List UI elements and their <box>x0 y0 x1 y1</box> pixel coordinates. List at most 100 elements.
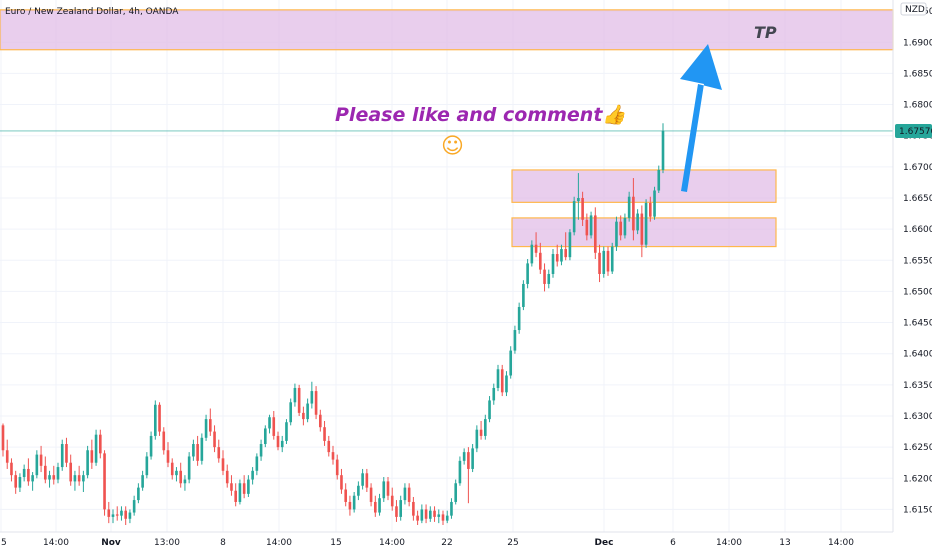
candle <box>314 386 318 420</box>
time-tick-label: 14:00 <box>828 538 854 548</box>
candle <box>73 470 77 491</box>
time-tick-label: 25 <box>507 538 518 548</box>
candle-body <box>179 470 183 484</box>
candle <box>132 495 136 516</box>
candle-body <box>149 435 153 457</box>
candle-body <box>644 202 648 245</box>
candle-body <box>5 450 9 463</box>
candle <box>323 420 326 446</box>
candle-body <box>610 246 614 272</box>
price-axis[interactable]: 1.61500 1.62000 1.62500 1.63000 1.63500 1.640… <box>892 0 932 532</box>
target-arrow[interactable] <box>680 44 722 192</box>
candle-body <box>340 475 343 490</box>
candle-body <box>382 481 386 499</box>
candle <box>234 483 238 507</box>
candle-body <box>69 462 73 482</box>
candle <box>462 448 466 465</box>
candle-body <box>208 419 212 432</box>
candle-body <box>428 510 432 519</box>
candle <box>166 442 170 468</box>
candle <box>14 470 18 494</box>
candle-body <box>310 391 314 404</box>
price-tick-label: 1.68000 <box>903 101 932 111</box>
candle-body <box>137 487 140 501</box>
candle <box>454 479 458 505</box>
candle-body <box>551 254 555 274</box>
candle <box>441 510 445 525</box>
candle <box>175 467 178 482</box>
candle <box>526 259 529 289</box>
time-tick-label: 6 <box>670 538 676 548</box>
comment-annotation[interactable]: Please like and comment👍 <box>335 103 628 126</box>
candle-body <box>555 254 559 262</box>
candle <box>568 229 572 261</box>
candle-body <box>348 501 352 510</box>
candle <box>657 165 661 193</box>
candle <box>293 383 297 407</box>
candle-body <box>94 434 98 463</box>
candle-body <box>255 456 259 471</box>
candle <box>276 431 280 451</box>
candle <box>458 456 462 486</box>
candle <box>162 427 166 455</box>
candle <box>1 423 5 457</box>
candle-body <box>293 387 297 403</box>
candle-body <box>14 475 18 488</box>
candle <box>619 215 623 241</box>
candle-body <box>488 400 491 420</box>
price-zones <box>0 9 894 248</box>
candle-body <box>361 473 364 486</box>
time-tick-label: Dec <box>595 538 614 548</box>
candle <box>289 398 293 426</box>
candle-body <box>251 470 254 480</box>
candle-body <box>598 252 601 274</box>
candle <box>352 491 356 513</box>
time-axis[interactable]: 5 14:00 Nov 13:00 8 14:00 15 14:00 22 25 Dec 6 14:00… <box>0 531 893 548</box>
candle <box>390 487 394 511</box>
candle-body <box>302 412 305 420</box>
candle <box>560 244 563 266</box>
candle-body <box>175 470 178 476</box>
candle-body <box>268 417 271 429</box>
candle <box>128 509 132 524</box>
time-tick-label: 14:00 <box>43 538 69 548</box>
candle <box>534 232 538 258</box>
candle <box>564 232 568 261</box>
candle <box>158 402 161 436</box>
candle <box>238 479 242 505</box>
candle-body <box>217 447 221 459</box>
candle-body <box>403 487 407 501</box>
candle-body <box>589 215 593 236</box>
currency-badge-box <box>900 2 927 16</box>
candle-body <box>230 483 233 491</box>
candle <box>471 444 474 473</box>
candle <box>115 506 119 521</box>
time-tick-label: 14:00 <box>266 538 292 548</box>
candle-body <box>314 391 318 415</box>
candle <box>335 454 339 480</box>
candle-body <box>1 425 5 451</box>
tp-label[interactable]: TP <box>754 23 777 42</box>
candle <box>43 456 47 484</box>
candle-body <box>543 269 546 284</box>
price-tick-label: 1.66000 <box>903 225 932 235</box>
candle-body <box>653 190 656 217</box>
candle <box>247 475 250 497</box>
candle-body <box>509 350 513 376</box>
candle <box>48 470 51 488</box>
time-tick-label: 13 <box>779 538 790 548</box>
candle-body <box>534 244 538 253</box>
price-tick-label: 1.61500 <box>903 505 932 515</box>
candle <box>192 439 195 461</box>
candle <box>530 240 534 267</box>
candle-body <box>619 221 623 236</box>
candle-body <box>441 514 445 521</box>
candle <box>467 447 470 504</box>
candle <box>513 325 517 354</box>
arrow-shape <box>680 44 722 192</box>
candle <box>107 501 111 524</box>
candle-body <box>73 475 77 482</box>
candle <box>263 425 267 448</box>
candle <box>551 249 555 278</box>
